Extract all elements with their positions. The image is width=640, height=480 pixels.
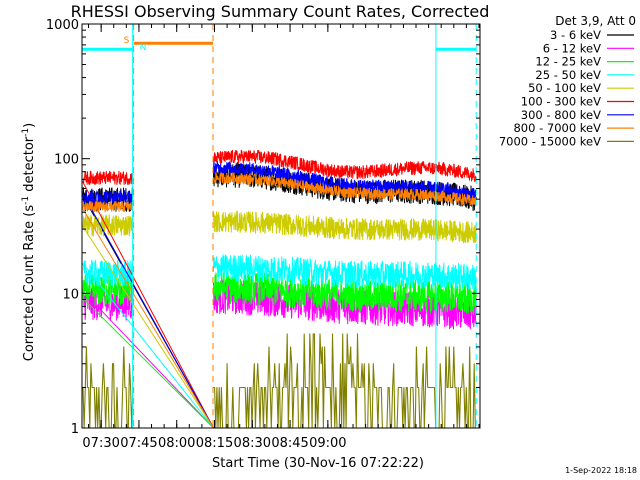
y-tick-label: 1 [71,422,79,437]
y-axis-label-part1: Corrected Count Rate (s [22,205,37,362]
legend-label: 300 - 800 keV [521,108,601,122]
axes: 1 10 100 1000 07:30 07:45 08:00 08:15 08:30 08:45… [46,18,481,451]
legend-label: 800 - 7000 keV [513,121,601,135]
x-tick-label: 08:30 [234,436,271,451]
series-line-7000-15000-kev [82,333,476,429]
x-tick-label: 08:00 [158,436,195,451]
legend-label: 12 - 25 keV [535,55,601,69]
footer-timestamp: 1-Sep-2022 18:18 [565,466,637,475]
x-tick-label: 08:45 [271,436,308,451]
legend-label: 100 - 300 keV [521,95,601,109]
y-axis-label-sup2: -1 [21,128,31,137]
x-tick-label: 08:15 [196,436,233,451]
flag-label-s: S [124,36,130,46]
y-tick-label: 1000 [46,18,79,33]
y-axis-label: Corrected Count Rate (s-1 detector-1) [21,123,37,361]
legend-label: 6 - 12 keV [543,41,601,55]
legend-label: 25 - 50 keV [535,68,601,82]
x-tick-label: 07:30 [82,436,119,451]
legend-label: 7000 - 15000 keV [499,134,601,148]
series-line-300-800-kev [82,161,477,429]
plot-frame [81,23,481,429]
legend-label: 50 - 100 keV [528,81,601,95]
x-tick-label: 09:00 [309,436,346,451]
y-axis-label-part2: detector [22,136,37,196]
legend-header: Det 3,9, Att 0 [555,14,636,28]
series-line-100-300-kev [82,149,477,429]
series-line-50-100-kev [82,210,477,429]
plot-area [82,149,477,429]
legend-label: 3 - 6 keV [550,28,601,42]
y-tick-label: 10 [62,287,79,302]
flag-layer: SN [82,24,477,428]
y-axis-label-sup1: -1 [21,196,31,205]
flag-label-n: N [140,43,147,53]
x-axis-label: Start Time (30-Nov-16 07:22:22) [212,456,424,471]
y-tick-label: 100 [54,153,79,168]
y-axis-label-end: ) [22,123,37,128]
series-line-800-7000-kev [82,172,477,429]
x-tick-label: 07:45 [120,436,157,451]
chart-title: RHESSI Observing Summary Count Rates, Co… [71,2,490,21]
series-line-25-50-kev [82,254,477,429]
